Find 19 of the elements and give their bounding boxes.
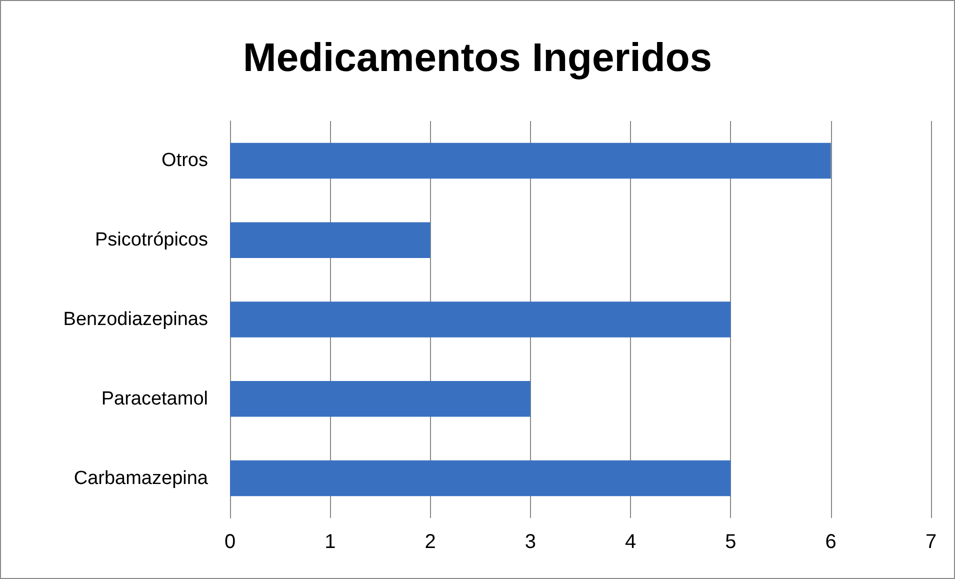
bar	[230, 460, 731, 496]
chart-title: Medicamentos Ingeridos	[243, 36, 712, 80]
bar	[230, 302, 731, 338]
y-tick-label: Benzodiazepinas	[63, 309, 208, 330]
y-tick-label: Carbamazepina	[74, 468, 208, 489]
x-tick-label: 1	[324, 531, 336, 553]
x-tick-label: 0	[224, 531, 236, 553]
x-tick-label: 6	[825, 531, 836, 553]
bar	[230, 222, 430, 258]
bar	[230, 142, 831, 179]
x-tick-label: 4	[625, 531, 636, 553]
x-tick-label: 5	[725, 531, 736, 553]
y-tick-label: Paracetamol	[101, 388, 208, 410]
x-tick-label: 7	[925, 531, 937, 553]
y-tick-label: Psicotrópicos	[95, 230, 208, 251]
bar	[230, 381, 530, 417]
x-tick-label: 2	[424, 531, 436, 553]
y-tick-label: Otros	[162, 150, 208, 172]
x-tick-label: 3	[524, 531, 536, 553]
